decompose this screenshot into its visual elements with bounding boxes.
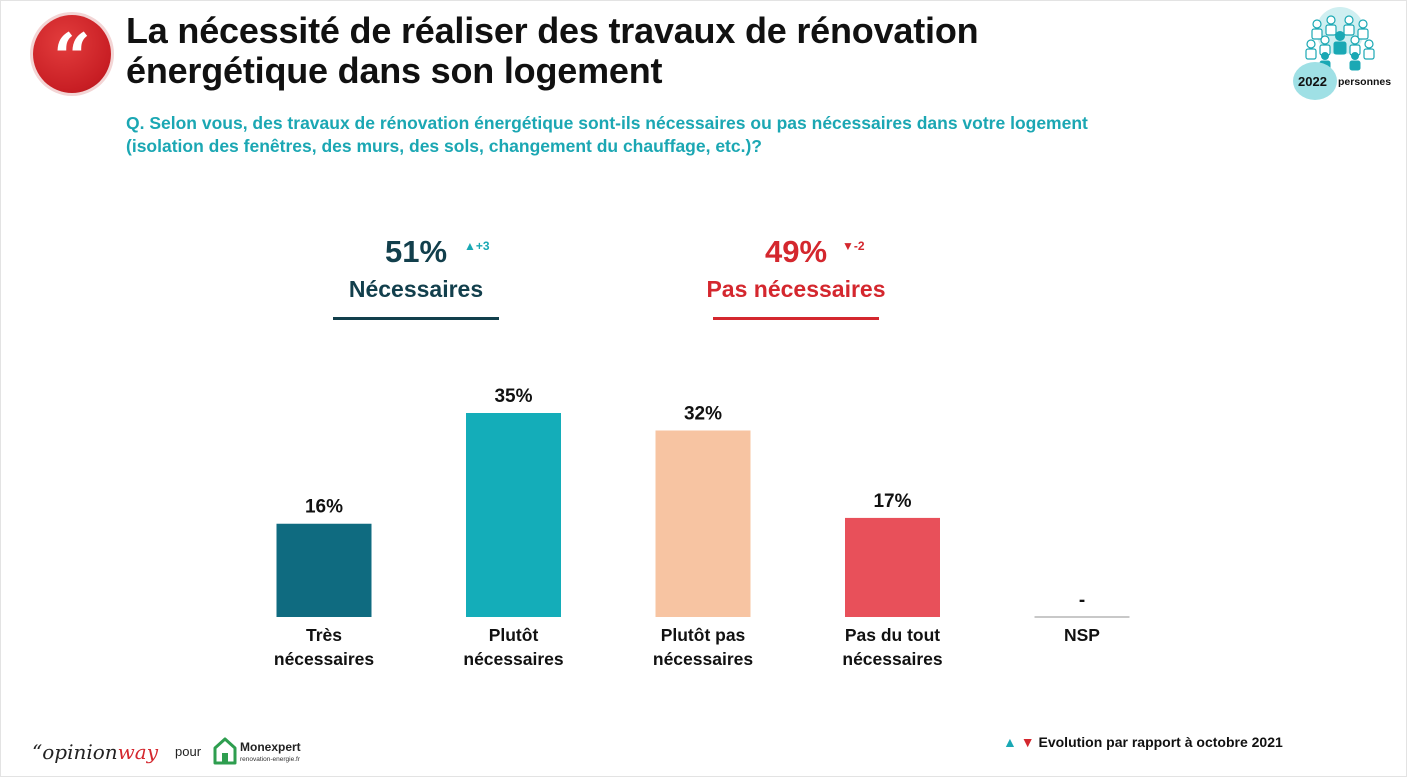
data-label-0: 16% — [305, 497, 343, 518]
group-pas-necessaires-label: Pas nécessaires — [706, 276, 886, 302]
sample-count: 2022 — [1298, 74, 1327, 89]
group-necessaires-pct: 51% — [384, 234, 448, 269]
data-label-2: 32% — [684, 403, 722, 424]
legend-text: Evolution par rapport à octobre 2021 — [1038, 734, 1283, 750]
sample-label: personnes — [1338, 76, 1392, 88]
opinionway-logo: “opinionway — [32, 740, 159, 764]
quote-glyph: “ — [53, 19, 91, 97]
page-title: La nécessité de réaliser des travaux de … — [126, 11, 1126, 91]
legend-down-icon: ▼ — [1020, 734, 1035, 750]
data-label-4: - — [1079, 590, 1085, 611]
category-label-0-0: Très — [306, 625, 342, 645]
category-label-3-0: Pas du tout — [845, 625, 940, 645]
group-pas-necessaires-pct: 49% — [764, 234, 828, 269]
trend-down-icon: ▼ — [842, 239, 854, 253]
title-line-2: énergétique dans son logement — [126, 50, 663, 91]
category-label-3-1: nécessaires — [842, 649, 942, 669]
group-necessaires-label: Nécessaires — [348, 276, 484, 302]
footer-pour: pour — [175, 744, 202, 759]
sample-badge — [1293, 62, 1337, 100]
group-pas-necessaires-underline — [713, 317, 879, 320]
survey-question: Q. Selon vous, des travaux de rénovation… — [126, 112, 1206, 158]
bar-3 — [845, 517, 940, 617]
group-pas-necessaires: 49% ▼-2 Pas nécessaires — [676, 232, 916, 320]
category-label-1-0: Plutôt — [489, 625, 539, 645]
quote-badge-icon: “ — [33, 15, 111, 93]
group-necessaires-evolution: ▲+3 — [464, 239, 490, 253]
group-necessaires-evolution-value: +3 — [475, 239, 490, 253]
group-necessaires: 51% ▲+3 Nécessaires — [296, 232, 536, 320]
question-line-2: (isolation des fenêtres, des murs, des s… — [126, 136, 762, 156]
trend-up-icon: ▲ — [464, 239, 476, 253]
question-line-1: Q. Selon vous, des travaux de rénovation… — [126, 113, 1088, 133]
bar-1 — [466, 413, 561, 617]
category-label-2-1: nécessaires — [653, 649, 753, 669]
group-necessaires-underline — [333, 317, 499, 320]
title-line-1: La nécessité de réaliser des travaux de … — [126, 10, 979, 51]
category-label-2-0: Plutôt pas — [661, 625, 746, 645]
category-label-1-1: nécessaires — [463, 649, 563, 669]
group-pas-necessaires-evolution: ▼-2 — [842, 239, 865, 253]
category-label-0-1: nécessaires — [274, 649, 374, 669]
legend-up-icon: ▲ — [1003, 734, 1017, 750]
partner-name: Monexpert — [240, 740, 301, 754]
bar-0 — [276, 523, 372, 617]
data-label-1: 35% — [494, 386, 532, 407]
people-icon — [1305, 7, 1375, 71]
category-label-4-0: NSP — [1064, 625, 1100, 645]
bar-2 — [655, 430, 751, 617]
group-pas-necessaires-evolution-value: -2 — [853, 239, 865, 253]
house-icon — [213, 737, 237, 765]
data-label-3: 17% — [873, 491, 911, 512]
partner-sub: renovation-energie.fr — [240, 756, 300, 763]
evolution-legend: ▲ ▼ Evolution par rapport à octobre 2021 — [1003, 734, 1283, 750]
